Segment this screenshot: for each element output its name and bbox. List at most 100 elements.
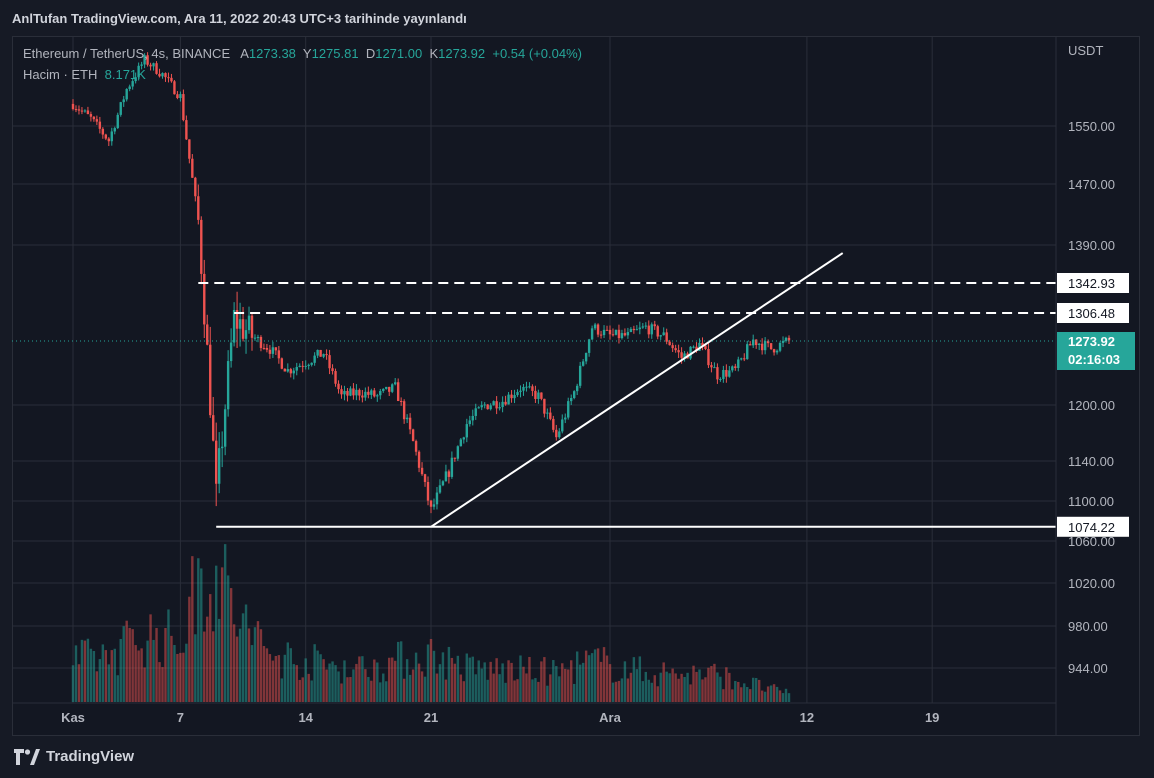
volume-bar: [262, 646, 266, 702]
volume-bar: [83, 640, 87, 702]
candle-body: [364, 391, 367, 398]
volume-bar: [125, 620, 128, 702]
volume-bar: [250, 645, 254, 702]
candle-body: [143, 55, 146, 65]
candle-body: [107, 138, 110, 142]
volume-bar: [590, 653, 594, 702]
candle-body: [620, 333, 624, 339]
candle-body: [564, 417, 567, 420]
volume-bar: [167, 609, 170, 702]
volume-label: Hacim · ETH: [23, 67, 98, 82]
volume-bar: [253, 627, 257, 702]
candle-body: [537, 392, 540, 399]
candle-body: [98, 121, 102, 129]
candle-body: [394, 382, 397, 385]
volume-bar: [760, 690, 764, 702]
candle-body: [754, 339, 758, 346]
candle-body: [349, 388, 352, 396]
volume-bar: [596, 648, 600, 702]
volume-bar: [725, 667, 728, 702]
volume-bar: [325, 669, 328, 702]
volume-bar: [620, 678, 624, 702]
level-price-text: 1342.93: [1068, 276, 1115, 291]
volume-bar: [217, 618, 221, 702]
volume-bar: [608, 664, 612, 702]
candle-body: [370, 390, 373, 395]
volume-bar: [149, 614, 152, 702]
candle-body: [346, 390, 349, 396]
candle-body: [140, 64, 143, 66]
volume-bar: [567, 669, 570, 702]
volume-bar: [510, 662, 513, 702]
candle-body: [376, 395, 379, 397]
candle-body: [462, 437, 466, 440]
candle-body: [367, 391, 370, 395]
volume-bar: [259, 629, 263, 702]
candle-body: [131, 81, 134, 87]
candle-body: [662, 332, 665, 336]
volume-bar: [304, 658, 307, 702]
tradingview-brand[interactable]: TradingView: [14, 748, 134, 765]
volume-bar: [623, 661, 627, 702]
level-price-badge: [1057, 273, 1129, 293]
candle-body: [379, 390, 382, 396]
candle-body: [197, 196, 200, 220]
volume-bar: [784, 688, 788, 702]
high-label: Y: [302, 46, 312, 61]
volume-bar: [346, 677, 349, 702]
time-tick-label: 7: [177, 710, 184, 725]
candle-body: [212, 415, 215, 441]
volume-bar: [546, 685, 549, 702]
candle-body: [495, 401, 498, 409]
candle-body: [241, 319, 245, 339]
candle-body: [450, 457, 454, 477]
volume-bar: [686, 672, 689, 702]
volume-bar: [629, 672, 633, 702]
volume-bar: [581, 662, 585, 702]
symbol-name[interactable]: Ethereum / TetherUS, 4s, BINANCE: [23, 46, 231, 61]
candle-body: [191, 158, 194, 178]
candle-body: [185, 120, 188, 140]
candle-body: [420, 467, 424, 475]
volume-bar: [238, 628, 242, 702]
high-value: 1275.81: [311, 46, 359, 61]
close-value: 1273.92: [438, 46, 486, 61]
volume-bar: [528, 656, 531, 702]
volume-bar: [101, 644, 105, 702]
volume-bar: [465, 653, 468, 702]
candle-body: [316, 349, 319, 356]
candle-body: [632, 328, 636, 331]
volume-bar: [140, 648, 143, 702]
candle-body: [164, 73, 167, 78]
candle-body: [504, 401, 507, 405]
volume-bar: [722, 689, 725, 702]
candle-body: [137, 65, 140, 78]
volume-bar: [215, 565, 218, 702]
candle-body: [546, 412, 549, 414]
candle-body: [763, 341, 767, 351]
volume-bar: [355, 663, 358, 702]
candle-body: [653, 324, 656, 327]
grid: [12, 37, 1056, 703]
price-tick-label: 1550.00: [1068, 119, 1115, 134]
candle-body: [426, 481, 430, 501]
volume-bar: [86, 638, 90, 702]
candle-body: [561, 419, 564, 432]
volume-bar: [179, 652, 182, 702]
volume-bar: [364, 669, 367, 702]
tradingview-logo-icon: [14, 748, 40, 765]
volume-bar: [307, 673, 310, 702]
volume-bar: [549, 674, 552, 702]
volume-bar: [382, 673, 385, 702]
candle-body: [707, 348, 710, 366]
candle-body: [298, 365, 301, 367]
candle-body: [194, 177, 197, 197]
candle-body: [220, 446, 224, 449]
price-tick-label: 980.00: [1068, 619, 1108, 634]
volume-bar: [486, 679, 489, 702]
candle-body: [373, 390, 376, 397]
volume-bar: [343, 660, 346, 702]
candle-body: [71, 103, 75, 110]
volume-bar: [713, 663, 716, 702]
